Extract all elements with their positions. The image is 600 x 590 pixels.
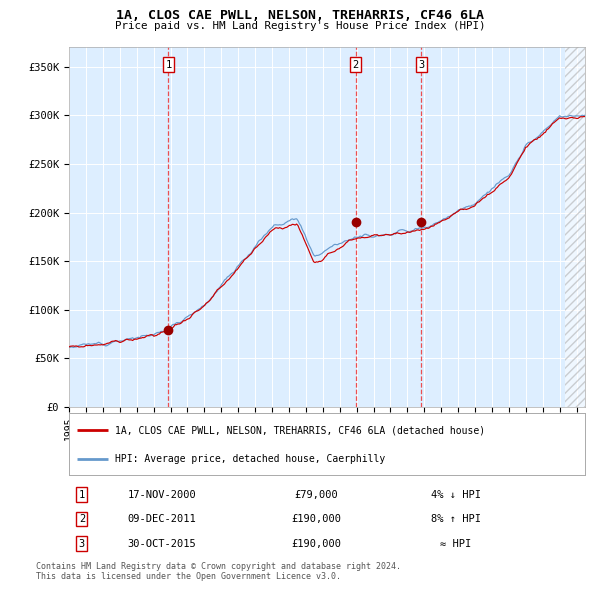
- Text: 8% ↑ HPI: 8% ↑ HPI: [431, 514, 481, 524]
- Text: £79,000: £79,000: [295, 490, 338, 500]
- Text: 1: 1: [79, 490, 85, 500]
- Text: 30-OCT-2015: 30-OCT-2015: [128, 539, 196, 549]
- Text: 3: 3: [79, 539, 85, 549]
- Text: 1: 1: [166, 60, 172, 70]
- Text: £190,000: £190,000: [292, 514, 341, 524]
- Text: 09-DEC-2011: 09-DEC-2011: [128, 514, 196, 524]
- Text: 1A, CLOS CAE PWLL, NELSON, TREHARRIS, CF46 6LA: 1A, CLOS CAE PWLL, NELSON, TREHARRIS, CF…: [116, 9, 484, 22]
- Text: 1A, CLOS CAE PWLL, NELSON, TREHARRIS, CF46 6LA (detached house): 1A, CLOS CAE PWLL, NELSON, TREHARRIS, CF…: [115, 425, 485, 435]
- Text: 2: 2: [79, 514, 85, 524]
- Text: This data is licensed under the Open Government Licence v3.0.: This data is licensed under the Open Gov…: [36, 572, 341, 581]
- Text: 3: 3: [418, 60, 425, 70]
- Text: £190,000: £190,000: [292, 539, 341, 549]
- Text: Contains HM Land Registry data © Crown copyright and database right 2024.: Contains HM Land Registry data © Crown c…: [36, 562, 401, 571]
- Text: HPI: Average price, detached house, Caerphilly: HPI: Average price, detached house, Caer…: [115, 454, 386, 464]
- Text: 4% ↓ HPI: 4% ↓ HPI: [431, 490, 481, 500]
- Text: Price paid vs. HM Land Registry's House Price Index (HPI): Price paid vs. HM Land Registry's House …: [115, 21, 485, 31]
- Text: ≈ HPI: ≈ HPI: [440, 539, 472, 549]
- Text: 17-NOV-2000: 17-NOV-2000: [128, 490, 196, 500]
- Text: 2: 2: [352, 60, 359, 70]
